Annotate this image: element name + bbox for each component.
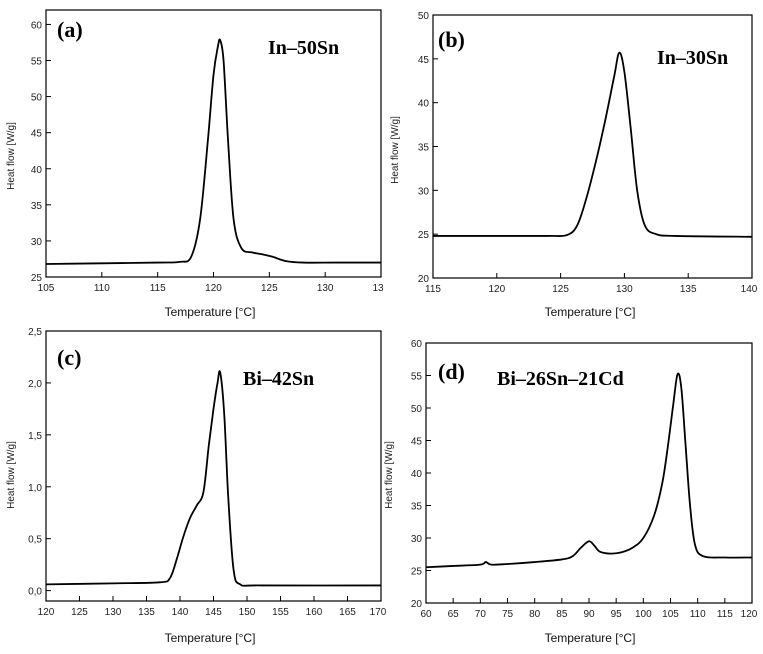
panel-b-xtick-label: 140 bbox=[741, 284, 758, 295]
panel-d-ylabel: Heat flow [W/g] bbox=[384, 441, 395, 509]
panel-c-ytick-label: 1,0 bbox=[28, 483, 42, 494]
panel-a-ytick-label: 45 bbox=[31, 129, 43, 140]
panel-a-ytick-label: 25 bbox=[31, 273, 43, 284]
panel-a-frame bbox=[45, 9, 382, 278]
panel-b-ytick-label: 35 bbox=[418, 143, 430, 154]
panel-d-xlabel: Temperature [°C] bbox=[545, 631, 636, 645]
panel-b-ytick-label: 25 bbox=[418, 230, 430, 241]
panel-a-ytick-label: 50 bbox=[31, 93, 43, 104]
panel-c-ytick-label: 0,5 bbox=[28, 535, 42, 546]
panel-a: Heat flow [W/g] Temperature [°C] (a) In–… bbox=[6, 9, 384, 319]
panel-a-ylabel: Heat flow [W/g] bbox=[6, 122, 17, 190]
panel-b: Heat flow [W/g] Temperature [°C] (b) In–… bbox=[390, 11, 758, 319]
panel-a-xtick-label: 13 bbox=[372, 283, 384, 294]
panel-d-xtick-label: 120 bbox=[741, 609, 758, 620]
panel-c-xtick-label: 155 bbox=[272, 607, 289, 618]
panel-a-ytick-label: 60 bbox=[31, 20, 43, 31]
panel-a-ytick-label: 55 bbox=[31, 57, 43, 68]
panel-d: Heat flow [W/g] Temperature [°C] (d) Bi–… bbox=[384, 339, 758, 645]
panel-b-ytick-label: 45 bbox=[418, 55, 430, 66]
panel-b-xtick-label: 125 bbox=[552, 284, 569, 295]
panel-d-ytick-label: 40 bbox=[411, 469, 423, 480]
panel-d-ytick-label: 55 bbox=[411, 372, 423, 383]
panel-a-ytick-label: 30 bbox=[31, 237, 43, 248]
panel-a-ytick-label: 35 bbox=[31, 201, 43, 212]
panel-c-ytick-label: 2,5 bbox=[28, 327, 42, 338]
panel-c-xtick-label: 150 bbox=[239, 607, 256, 618]
panel-d-xtick-label: 105 bbox=[662, 609, 679, 620]
panel-c-ytick-label: 0,0 bbox=[28, 587, 42, 598]
panel-d-ytick-label: 45 bbox=[411, 437, 423, 448]
panel-c-xtick-label: 140 bbox=[172, 607, 189, 618]
panel-d-ytick-label: 50 bbox=[411, 404, 423, 415]
panel-a-xtick-label: 105 bbox=[38, 283, 55, 294]
panel-b-xtick-label: 130 bbox=[616, 284, 633, 295]
panel-b-curve bbox=[433, 51, 753, 238]
panel-d-xtick-label: 100 bbox=[635, 609, 652, 620]
panel-d-xtick-label: 80 bbox=[529, 609, 541, 620]
panel-d-ytick-label: 25 bbox=[411, 567, 423, 578]
panel-d-curve bbox=[425, 372, 753, 569]
panel-c-ytick-label: 2,0 bbox=[28, 379, 42, 390]
panel-a-title: In–50Sn bbox=[268, 37, 339, 59]
panel-b-ytick-label: 50 bbox=[418, 11, 430, 22]
panel-b-ylabel: Heat flow [W/g] bbox=[390, 116, 401, 184]
panel-c-ylabel: Heat flow [W/g] bbox=[6, 441, 17, 509]
panel-d-label: (d) bbox=[438, 359, 465, 384]
panel-c-xtick-label: 170 bbox=[370, 607, 387, 618]
panel-d-xtick-label: 60 bbox=[420, 609, 432, 620]
panel-d-xtick-label: 95 bbox=[611, 609, 623, 620]
panel-c-xtick-label: 120 bbox=[38, 607, 55, 618]
panel-d-ytick-label: 60 bbox=[411, 339, 423, 350]
panel-a-ytick-label: 40 bbox=[31, 165, 43, 176]
panel-c-xtick-label: 125 bbox=[71, 607, 88, 618]
panel-d-xtick-label: 90 bbox=[583, 609, 595, 620]
panel-b-frame bbox=[432, 14, 753, 279]
panel-a-xtick-label: 115 bbox=[150, 283, 166, 294]
panel-d-xtick-label: 110 bbox=[690, 609, 706, 620]
panel-d-xtick-label: 75 bbox=[502, 609, 514, 620]
panel-b-ytick-label: 40 bbox=[418, 99, 430, 110]
panel-b-xtick-label: 115 bbox=[425, 284, 441, 295]
panel-a-xtick-label: 130 bbox=[317, 283, 334, 294]
panel-c-ytick-label: 1,5 bbox=[28, 431, 42, 442]
panel-a-curve bbox=[45, 38, 381, 265]
panel-a-label: (a) bbox=[57, 17, 83, 42]
panel-c-curve bbox=[45, 370, 382, 587]
panel-d-xtick-label: 115 bbox=[717, 609, 733, 620]
panel-b-title: In–30Sn bbox=[657, 47, 728, 69]
panel-a-xtick-label: 125 bbox=[261, 283, 278, 294]
panel-d-frame bbox=[425, 342, 753, 604]
panel-c-label: (c) bbox=[57, 345, 81, 370]
panel-b-ytick-label: 20 bbox=[418, 274, 430, 285]
panel-c-xtick-label: 130 bbox=[105, 607, 122, 618]
panel-b-ytick-label: 30 bbox=[418, 186, 430, 197]
panel-a-xtick-label: 110 bbox=[94, 283, 110, 294]
panel-c-xtick-label: 145 bbox=[205, 607, 222, 618]
panel-b-label: (b) bbox=[438, 27, 465, 52]
panel-d-ytick-label: 35 bbox=[411, 502, 423, 513]
panel-d-title: Bi–26Sn–21Cd bbox=[497, 368, 624, 390]
panel-c-title: Bi–42Sn bbox=[243, 368, 314, 390]
panel-c-frame bbox=[45, 330, 382, 602]
panel-b-xlabel: Temperature [°C] bbox=[545, 305, 636, 319]
panel-c: Heat flow [W/g] Temperature [°C] (c) Bi–… bbox=[6, 327, 387, 645]
panel-b-xtick-label: 135 bbox=[680, 284, 697, 295]
panel-d-xtick-label: 65 bbox=[448, 609, 460, 620]
panel-d-ytick-label: 30 bbox=[411, 534, 423, 545]
panel-d-ytick-label: 20 bbox=[411, 599, 423, 610]
panel-d-xtick-label: 70 bbox=[475, 609, 487, 620]
panel-c-xtick-label: 160 bbox=[306, 607, 323, 618]
panel-c-xtick-label: 135 bbox=[138, 607, 155, 618]
panel-a-xtick-label: 120 bbox=[205, 283, 222, 294]
panel-d-xtick-label: 85 bbox=[556, 609, 568, 620]
panel-a-xlabel: Temperature [°C] bbox=[165, 305, 256, 319]
panel-b-xtick-label: 120 bbox=[488, 284, 505, 295]
panel-c-xtick-label: 165 bbox=[339, 607, 356, 618]
panel-c-xlabel: Temperature [°C] bbox=[165, 631, 256, 645]
